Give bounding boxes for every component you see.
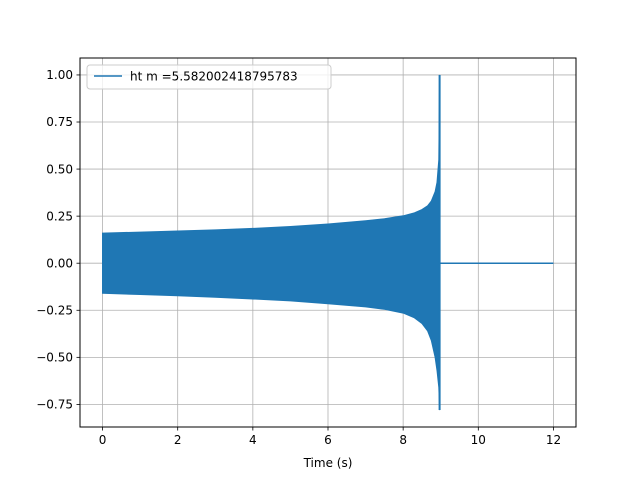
x-axis: 0 2 4 6 8 10 12 [99, 427, 561, 447]
x-tick-label: 0 [99, 433, 107, 447]
y-tick-label: −0.50 [36, 351, 73, 365]
waveform-envelope [102, 74, 441, 411]
x-tick-label: 6 [324, 433, 332, 447]
x-tick-label: 8 [399, 433, 407, 447]
y-tick-label: −0.75 [36, 398, 73, 412]
y-tick-label: 0.25 [46, 209, 73, 223]
y-tick-label: 1.00 [46, 68, 73, 82]
legend: ht m =5.582002418795783 [86, 64, 332, 90]
x-tick-label: 12 [546, 433, 561, 447]
legend-box [86, 64, 332, 90]
y-tick-label: −0.25 [36, 303, 73, 317]
x-tick-label: 2 [174, 433, 182, 447]
legend-label: ht m =5.582002418795783 [130, 70, 298, 84]
x-tick-label: 10 [471, 433, 486, 447]
series-area [102, 74, 554, 411]
y-axis: −0.75 −0.50 −0.25 0.00 0.25 0.50 0.75 1.00 [36, 68, 80, 412]
y-tick-label: 0.75 [46, 115, 73, 129]
x-axis-label: Time (s) [303, 456, 353, 470]
x-tick-label: 4 [249, 433, 257, 447]
y-tick-label: 0.00 [46, 256, 73, 270]
y-tick-label: 0.50 [46, 162, 73, 176]
